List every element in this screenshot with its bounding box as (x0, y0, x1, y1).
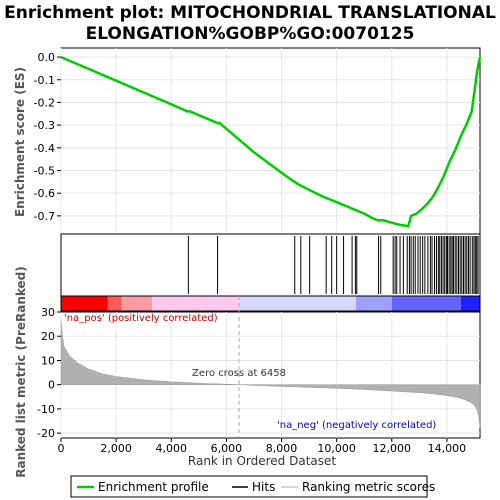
rank-ytick-label: 10 (41, 354, 55, 367)
es-ytick-label: -0.5 (34, 164, 55, 177)
es-plot-frame (60, 47, 481, 235)
es-ytick-label: -0.1 (34, 74, 55, 87)
heatmap-segment (121, 296, 152, 311)
es-ytick-label: -0.3 (34, 119, 55, 132)
heatmap-segment (391, 296, 461, 311)
hits-frame (60, 233, 481, 297)
rank-xtick-label: 2,000 (100, 442, 132, 455)
legend-ranking-label: Ranking metric scores (302, 480, 435, 494)
enrichment-profile-line (60, 55, 482, 228)
es-ytick-label: -0.7 (34, 210, 55, 223)
es-gridlines (60, 48, 480, 234)
heatmap-segment (460, 296, 480, 311)
rank-xtick-label: 12,000 (373, 442, 412, 455)
rank-xtick-label: 14,000 (428, 442, 467, 455)
rank-ytick-label: -20 (37, 427, 55, 440)
heatmap-segment (355, 296, 392, 311)
es-panel: 0.0 -0.1 -0.2 -0.3 -0.4 -0.5 -0.6 -0.7 Enrichme… (13, 47, 482, 235)
rank-heatmap-strip (60, 295, 481, 312)
heatmap-segment (151, 296, 239, 311)
rank-xtick-label: 0 (58, 442, 65, 455)
heatmap-segment (238, 296, 356, 311)
es-ytick-label: -0.4 (34, 142, 55, 155)
heatmap-segment (61, 296, 108, 311)
heatmap-segment (107, 296, 122, 311)
legend: Enrichment profile Hits Ranking metric s… (70, 475, 435, 498)
legend-box (70, 475, 428, 498)
rank-plot-frame (60, 311, 481, 439)
es-ytick-label: -0.6 (34, 187, 55, 200)
hit-markers (187, 236, 479, 294)
rank-ytick-label: 20 (41, 330, 55, 343)
legend-hits-label: Hits (252, 480, 275, 494)
ranking-metric-area (60, 321, 481, 429)
es-y-axis-label: Enrichment score (ES) (13, 67, 27, 217)
rank-ytick-label: 30 (41, 306, 55, 319)
chart-title-line-1: Enrichment plot: MITOCHONDRIAL TRANSLATI… (4, 3, 496, 23)
rank-ytick-label: -10 (37, 403, 55, 416)
rank-xtick-label: 8,000 (266, 442, 298, 455)
es-ytick-label: -0.2 (34, 96, 55, 109)
positive-correlation-label: 'na_pos' (positively correlated) (64, 313, 218, 324)
negative-correlation-label: 'na_neg' (negatively correlated) (277, 420, 436, 431)
legend-enrichment-label: Enrichment profile (98, 480, 209, 494)
rank-xtick-label: 10,000 (317, 442, 356, 455)
hits-panel (60, 233, 481, 297)
rank-ytick-label: 0 (48, 379, 55, 392)
rank-xtick-label: 6,000 (211, 442, 243, 455)
rank-x-axis-label: Rank in Ordered Dataset (188, 454, 336, 468)
rank-panel: Zero cross at 6458 'na_pos' (positively … (14, 266, 481, 478)
heatmap-frame (60, 295, 481, 312)
es-y-axis-ticks: 0.0 -0.1 -0.2 -0.3 -0.4 -0.5 -0.6 -0.7 (34, 51, 61, 223)
chart-title-line-2: ELONGATION%GOBP%GO:0070125 (86, 24, 415, 44)
zero-cross-label: Zero cross at 6458 (192, 368, 286, 379)
rank-y-axis-ticks: 30 20 10 0 -10 -20 (37, 306, 61, 440)
rank-xtick-label: 4,000 (156, 442, 188, 455)
rank-y-axis-label: Ranked list metric (PreRanked) (14, 266, 28, 478)
es-ytick-label: 0.0 (38, 51, 56, 64)
rank-x-axis-ticks: 0 2,000 4,000 6,000 8,000 10,000 12,000 14,000 (58, 438, 467, 455)
